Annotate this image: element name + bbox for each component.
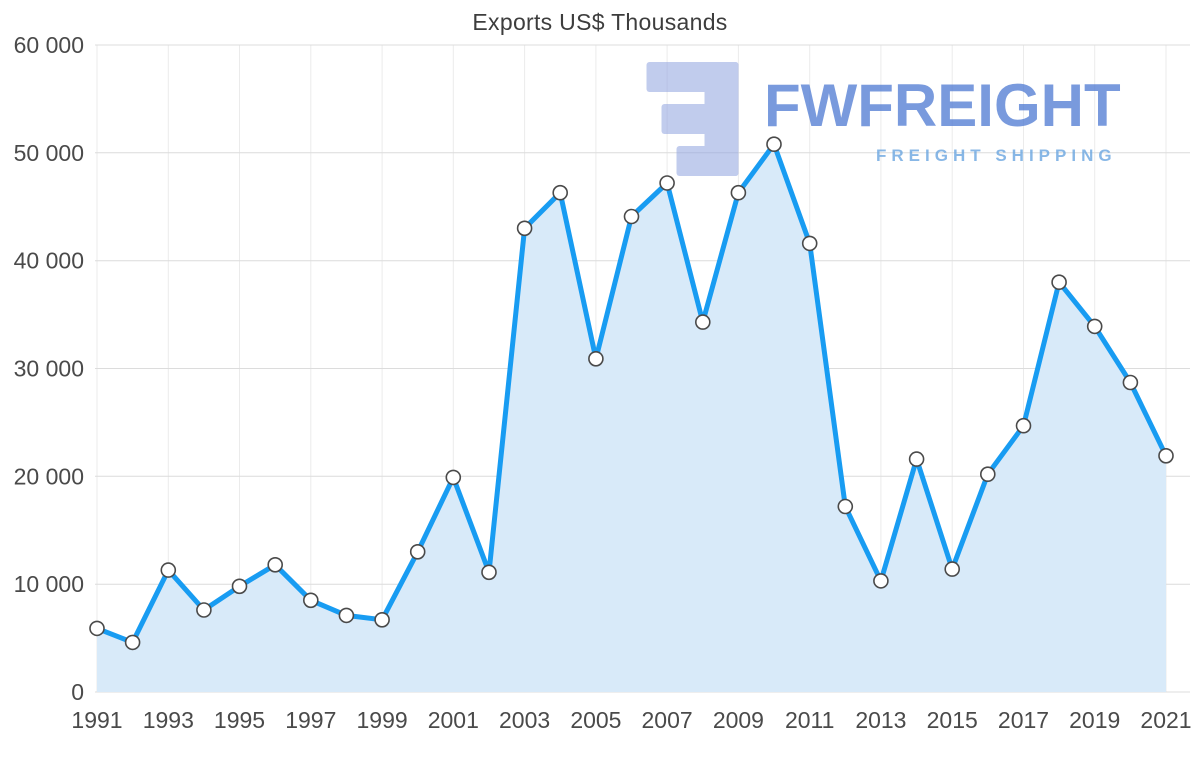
data-point xyxy=(302,592,319,609)
x-axis-label: 2005 xyxy=(570,707,621,733)
x-axis-label: 2019 xyxy=(1069,707,1120,733)
x-axis-label: 2015 xyxy=(927,707,978,733)
data-point xyxy=(160,562,177,578)
y-axis-label: 10 000 xyxy=(14,571,84,597)
x-axis-label: 2001 xyxy=(428,707,479,733)
x-axis-label: 2009 xyxy=(713,707,764,733)
chart-title: Exports US$ Thousands xyxy=(472,9,728,35)
data-point xyxy=(766,136,782,152)
data-point xyxy=(837,498,854,515)
x-axis-label: 1997 xyxy=(285,707,336,733)
x-axis-label: 2017 xyxy=(998,707,1049,733)
data-point xyxy=(659,175,675,191)
x-axis-label: 1991 xyxy=(71,707,122,733)
data-point xyxy=(374,611,390,628)
data-point xyxy=(908,451,925,467)
y-axis-label: 20 000 xyxy=(14,463,84,489)
y-axis-label: 50 000 xyxy=(14,140,84,166)
y-axis-label: 60 000 xyxy=(14,32,84,58)
series-area xyxy=(97,144,1166,692)
x-axis-label: 2007 xyxy=(642,707,693,733)
data-point xyxy=(231,578,248,595)
data-point xyxy=(409,543,426,560)
data-point xyxy=(196,602,212,618)
x-axis-label: 2011 xyxy=(785,707,834,733)
data-point xyxy=(267,556,284,573)
data-point xyxy=(89,620,105,637)
data-point xyxy=(1086,318,1103,335)
x-axis-label: 1995 xyxy=(214,707,265,733)
x-axis-label: 1999 xyxy=(357,707,408,733)
y-axis-label: 30 000 xyxy=(14,356,84,382)
data-point xyxy=(801,235,818,252)
y-axis-label: 0 xyxy=(71,679,84,705)
data-point xyxy=(694,314,711,330)
data-point xyxy=(338,607,355,624)
data-point xyxy=(1158,447,1174,464)
data-point xyxy=(588,350,604,367)
x-axis-label: 1993 xyxy=(143,707,194,733)
data-point xyxy=(1015,417,1032,434)
data-point xyxy=(730,184,747,201)
data-point xyxy=(481,564,497,581)
x-axis-label: 2013 xyxy=(855,707,906,733)
data-point xyxy=(1122,374,1139,391)
data-point xyxy=(552,184,569,201)
data-point xyxy=(445,469,462,486)
y-axis-label: 40 000 xyxy=(14,248,84,274)
data-point xyxy=(124,634,141,651)
x-axis-label: 2003 xyxy=(499,707,550,733)
data-point xyxy=(944,561,961,577)
data-point xyxy=(873,573,889,589)
x-axis-label: 2021 xyxy=(1140,707,1191,733)
data-point xyxy=(1051,274,1067,291)
data-point xyxy=(623,208,640,225)
data-point xyxy=(979,466,996,483)
data-point xyxy=(516,220,533,237)
